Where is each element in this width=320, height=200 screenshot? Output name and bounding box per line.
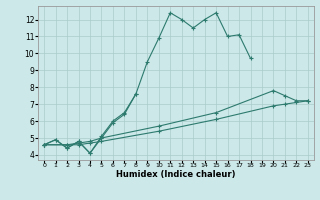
- X-axis label: Humidex (Indice chaleur): Humidex (Indice chaleur): [116, 170, 236, 179]
